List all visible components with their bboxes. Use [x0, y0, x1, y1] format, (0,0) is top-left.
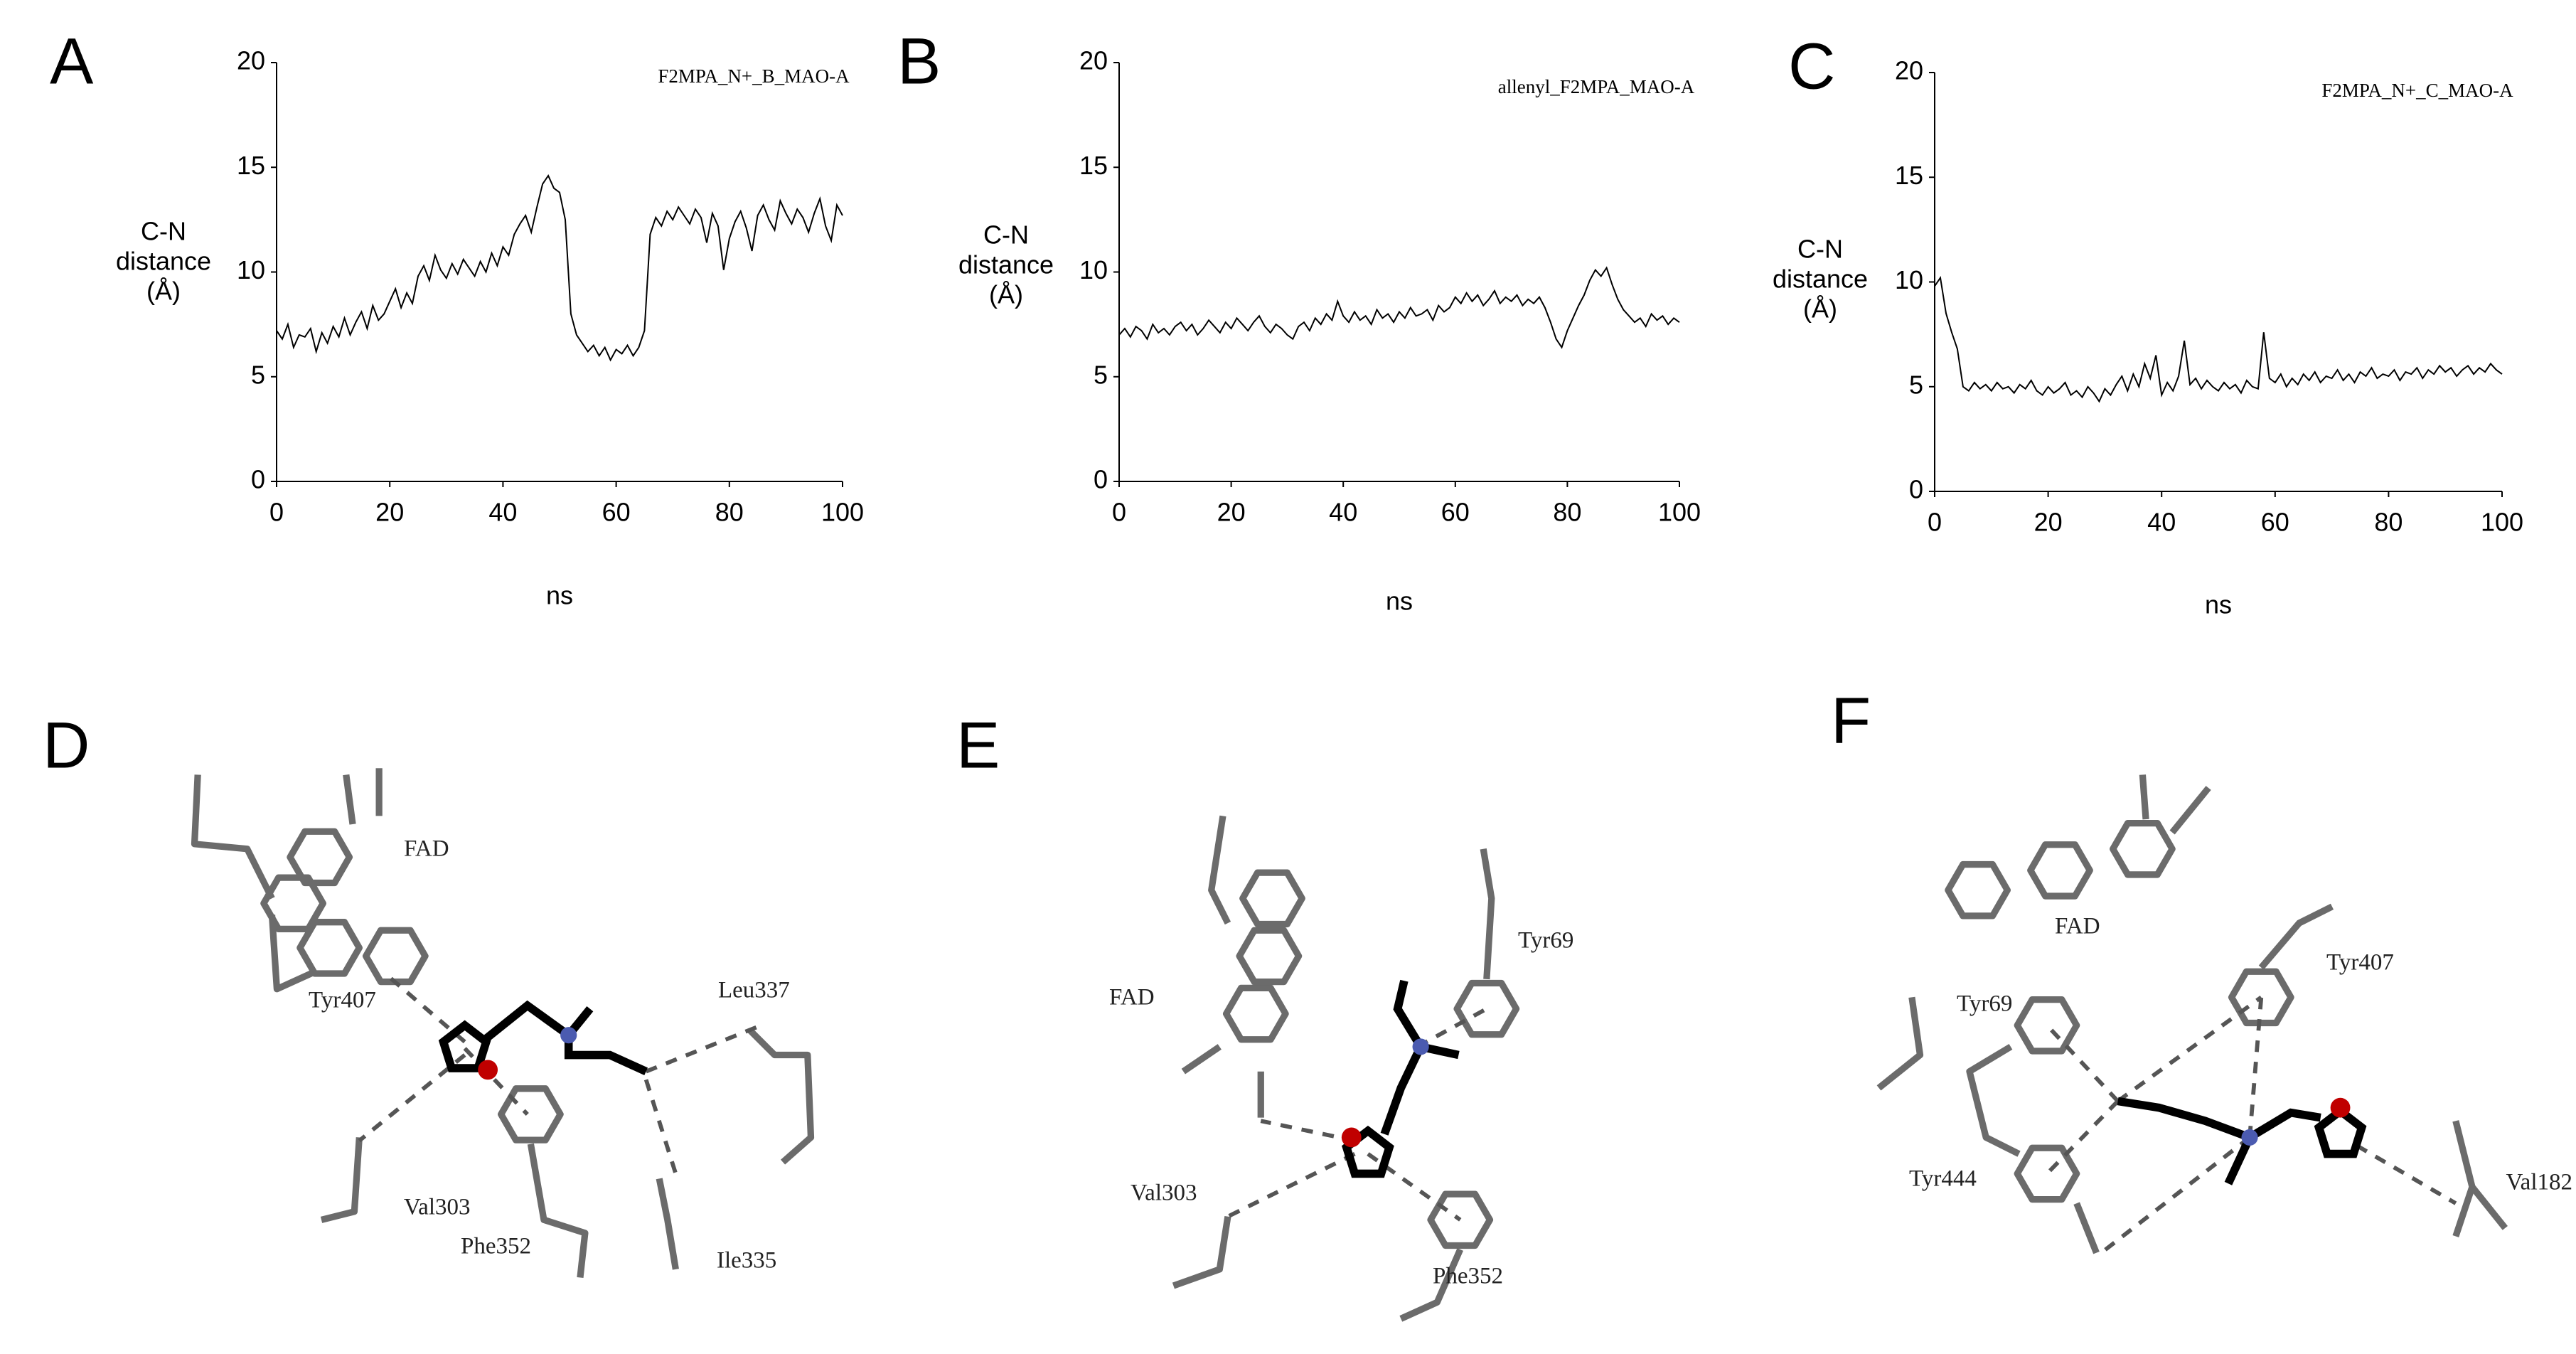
x-tick-label: 40 — [2147, 508, 2176, 537]
nitrogen-atom — [2241, 1129, 2258, 1146]
y-tick-label: 10 — [1895, 265, 1923, 294]
y-axis-label: C-N — [141, 217, 186, 246]
residue-label: Tyr444 — [1909, 1166, 1977, 1192]
x-tick-label: 40 — [1329, 498, 1357, 527]
residue-label: Ile335 — [717, 1248, 776, 1274]
residue-label: Leu337 — [718, 978, 790, 1003]
residue-label: Phe352 — [461, 1234, 531, 1259]
panel-d-sticks — [191, 768, 815, 1278]
x-tick-label: 0 — [1928, 508, 1942, 537]
x-tick-label: 60 — [2261, 508, 2289, 537]
data-line — [276, 174, 843, 362]
y-axis-label: distance — [958, 250, 1054, 279]
y-tick-label: 0 — [1094, 465, 1108, 494]
x-tick-label: 80 — [715, 498, 744, 527]
oxygen-atom — [478, 1060, 498, 1080]
oxygen-atom — [2330, 1097, 2351, 1118]
panel-d-ligand — [444, 1000, 648, 1075]
panel-label: E — [956, 709, 1000, 782]
x-axis-label: ns — [546, 581, 573, 610]
y-tick-label: 0 — [1909, 475, 1923, 504]
panel-label: A — [50, 25, 94, 97]
residue-label: FAD — [2055, 914, 2100, 939]
y-tick-label: 15 — [237, 151, 265, 180]
y-axis-label: (Å) — [146, 277, 181, 306]
x-tick-label: 100 — [1658, 498, 1701, 527]
y-axis-label: distance — [116, 247, 211, 276]
x-tick-label: 60 — [1441, 498, 1470, 527]
annotation: F2MPA_N+_B_MAO-A — [658, 65, 850, 87]
panel-e-ligand — [1347, 979, 1460, 1173]
y-axis-label: distance — [1773, 265, 1868, 294]
y-tick-label: 5 — [1094, 360, 1108, 389]
y-axis-label: C-N — [1797, 235, 1843, 264]
y-tick-label: 20 — [1079, 46, 1108, 75]
y-axis-label: (Å) — [1803, 294, 1837, 324]
x-tick-label: 80 — [1553, 498, 1581, 527]
y-tick-label: 10 — [237, 255, 265, 284]
x-tick-label: 0 — [269, 498, 284, 527]
x-tick-label: 20 — [1217, 498, 1246, 527]
panel-d-contacts — [358, 971, 762, 1175]
annotation: F2MPA_N+_C_MAO-A — [2321, 80, 2513, 101]
y-axis-label: (Å) — [989, 280, 1023, 309]
panel-label: B — [897, 25, 941, 97]
data-line — [1118, 266, 1680, 349]
x-tick-label: 0 — [1112, 498, 1126, 527]
y-tick-label: 20 — [237, 46, 265, 75]
residue-label: Tyr69 — [1518, 928, 1573, 954]
x-tick-label: 100 — [2481, 508, 2523, 537]
nitrogen-atom — [560, 1027, 577, 1044]
y-tick-label: 5 — [1909, 370, 1923, 399]
panel-f-ligand — [2117, 1097, 2362, 1185]
x-tick-label: 80 — [2374, 508, 2403, 537]
residue-label: Tyr407 — [2326, 950, 2394, 976]
panel-label: F — [1831, 684, 1871, 757]
panel-label: C — [1788, 30, 1835, 102]
x-axis-label: ns — [1386, 587, 1413, 616]
residue-label: FAD — [1109, 985, 1155, 1011]
y-tick-label: 20 — [1895, 56, 1923, 85]
annotation: allenyl_F2MPA_MAO-A — [1498, 76, 1695, 97]
y-tick-label: 10 — [1079, 255, 1108, 284]
panel-f-sticks — [1876, 774, 2508, 1254]
y-tick-label: 15 — [1895, 161, 1923, 190]
y-tick-label: 0 — [251, 465, 265, 494]
residue-label: Phe352 — [1433, 1264, 1503, 1289]
y-tick-label: 5 — [251, 360, 265, 389]
panel-e-contacts — [1226, 1007, 1488, 1222]
residue-label: Val182 — [2506, 1170, 2573, 1195]
data-line — [1934, 275, 2503, 403]
x-tick-label: 40 — [488, 498, 517, 527]
x-tick-label: 20 — [375, 498, 404, 527]
panel-f-contacts — [2045, 996, 2457, 1254]
y-axis-label: C-N — [983, 220, 1029, 250]
panel-e-sticks — [1172, 815, 1516, 1322]
x-tick-label: 60 — [602, 498, 631, 527]
residue-label: Val303 — [1131, 1180, 1197, 1206]
x-tick-label: 20 — [2034, 508, 2063, 537]
x-tick-label: 100 — [821, 498, 864, 527]
residue-label: Val303 — [404, 1195, 471, 1220]
residue-label: Tyr407 — [309, 988, 376, 1013]
residue-label: FAD — [404, 836, 449, 862]
molecule-drawings — [191, 768, 2508, 1322]
residue-label: Tyr69 — [1957, 991, 2012, 1017]
oxygen-atom — [1341, 1127, 1362, 1148]
panel-label: D — [43, 709, 90, 782]
nitrogen-atom — [1412, 1038, 1429, 1055]
y-tick-label: 15 — [1079, 151, 1108, 180]
x-axis-label: ns — [2205, 590, 2232, 619]
